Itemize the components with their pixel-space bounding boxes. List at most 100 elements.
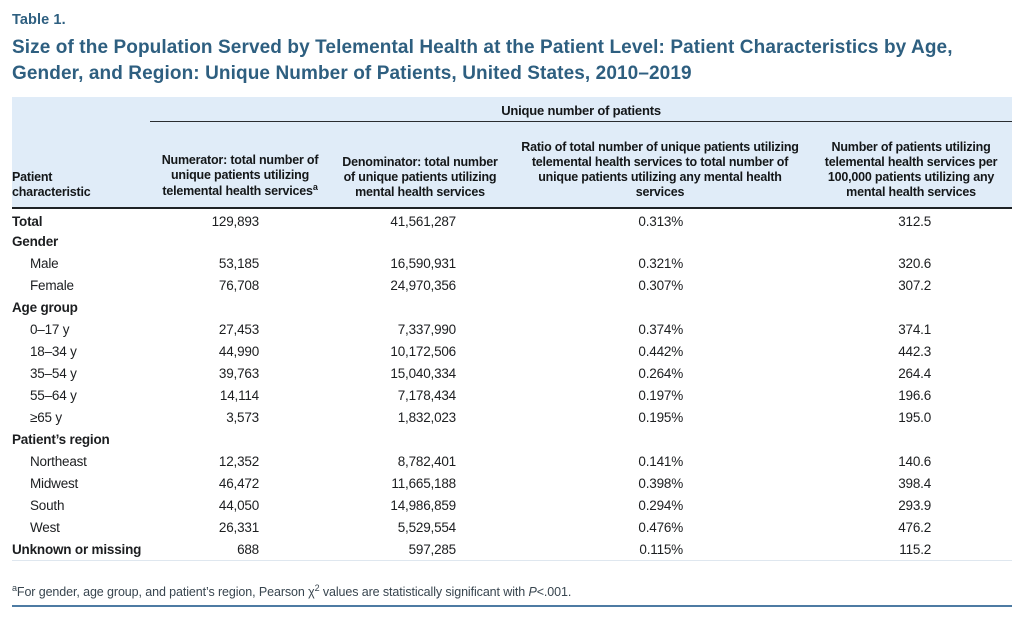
cell-ratio: 0.321% xyxy=(638,255,683,271)
cell-numerator: 44,050 xyxy=(218,497,259,513)
row-label: Gender xyxy=(12,233,59,249)
col-header-numerator: Numerator: total number of unique patien… xyxy=(150,121,330,210)
cell-ratio: 0.294% xyxy=(638,497,683,513)
cell-ratio xyxy=(510,428,810,450)
row-label: Patient’s region xyxy=(12,431,110,447)
cell-ratio: 0.115% xyxy=(639,541,683,557)
table-row: Northeast 12,352 8,782,401 0.141% 140.6 xyxy=(12,450,1012,472)
cell-denominator xyxy=(330,428,510,450)
table-row: Age group xyxy=(12,296,1012,318)
footnote: aFor gender, age group, and patient’s re… xyxy=(12,583,1012,607)
table-row: 0–17 y 27,453 7,337,990 0.374% 374.1 xyxy=(12,318,1012,340)
cell-per-100000: 398.4 xyxy=(898,475,932,491)
footnote-marker-a: a xyxy=(312,182,318,193)
cell-ratio: 0.264% xyxy=(638,365,683,381)
cell-per-100000: 293.9 xyxy=(898,497,932,513)
data-table: Unique number of patients Patient charac… xyxy=(12,97,1013,561)
cell-numerator xyxy=(150,428,330,450)
table-row: Unknown or missing 688 597,285 0.115% 11… xyxy=(12,538,1012,560)
cell-per-100000: 374.1 xyxy=(898,321,932,337)
row-label: Total xyxy=(12,214,43,230)
table-row: Male 53,185 16,590,931 0.321% 320.6 xyxy=(12,252,1012,274)
cell-numerator: 3,573 xyxy=(226,409,259,425)
p-value-symbol: P xyxy=(528,584,537,599)
table-row: Gender xyxy=(12,230,1012,252)
cell-denominator: 11,665,188 xyxy=(391,475,456,491)
cell-denominator: 15,040,334 xyxy=(390,365,456,381)
cell-numerator: 53,185 xyxy=(218,255,259,271)
cell-denominator: 41,561,287 xyxy=(390,214,456,230)
row-label: Midwest xyxy=(30,475,79,491)
row-label: 0–17 y xyxy=(30,321,70,337)
row-label: Northeast xyxy=(30,453,87,469)
cell-per-100000: 196.6 xyxy=(898,387,932,403)
row-label: 35–54 y xyxy=(30,365,77,381)
cell-ratio: 0.476% xyxy=(638,519,683,535)
cell-ratio: 0.374% xyxy=(638,321,683,337)
cell-per-100000: 476.2 xyxy=(898,519,932,535)
cell-ratio: 0.313% xyxy=(638,214,683,230)
cell-numerator: 14,114 xyxy=(219,387,259,403)
cell-numerator: 129,893 xyxy=(211,214,260,230)
cell-denominator: 10,172,506 xyxy=(390,343,456,359)
cell-denominator: 7,178,434 xyxy=(397,387,456,403)
cell-per-100000 xyxy=(810,428,1012,450)
cell-numerator: 26,331 xyxy=(218,519,259,535)
cell-ratio xyxy=(510,296,810,318)
cell-per-100000: 115.2 xyxy=(899,541,932,557)
cell-ratio: 0.197% xyxy=(638,387,683,403)
cell-per-100000: 264.4 xyxy=(898,365,932,381)
cell-per-100000 xyxy=(810,230,1012,252)
spanner-empty-cell xyxy=(12,97,150,122)
column-header-row: Patient characteristic Numerator: total … xyxy=(12,121,1013,210)
spanner-row: Unique number of patients xyxy=(12,97,1013,122)
cell-denominator: 1,832,023 xyxy=(397,409,456,425)
cell-denominator xyxy=(330,296,510,318)
table-row: 18–34 y 44,990 10,172,506 0.442% 442.3 xyxy=(12,340,1012,362)
cell-per-100000: 312.5 xyxy=(898,214,932,230)
cell-per-100000: 320.6 xyxy=(898,255,932,271)
row-label: South xyxy=(30,497,65,513)
table-number-label: Table 1. xyxy=(12,12,66,28)
row-label: ≥65 y xyxy=(30,409,62,425)
row-label: 18–34 y xyxy=(30,343,77,359)
cell-ratio: 0.195% xyxy=(638,409,683,425)
row-label: Female xyxy=(30,277,74,293)
cell-ratio: 0.398% xyxy=(638,475,683,491)
cell-numerator xyxy=(150,296,330,318)
chi-squared-exponent: 2 xyxy=(314,582,320,593)
table-row: South 44,050 14,986,859 0.294% 293.9 xyxy=(12,494,1012,516)
cell-per-100000: 140.6 xyxy=(898,453,932,469)
table-row: 55–64 y 14,114 7,178,434 0.197% 196.6 xyxy=(12,384,1012,406)
table-row: Midwest 46,472 11,665,188 0.398% 398.4 xyxy=(12,472,1012,494)
table-title: Size of the Population Served by Telemen… xyxy=(12,37,953,84)
table-row: Patient’s region xyxy=(12,428,1012,450)
page: Table 1. Size of the Population Served b… xyxy=(12,12,1013,607)
cell-numerator: 44,990 xyxy=(218,343,259,359)
table-row: 35–54 y 39,763 15,040,334 0.264% 264.4 xyxy=(12,362,1012,384)
row-label: West xyxy=(30,519,60,535)
cell-denominator: 7,337,990 xyxy=(397,321,456,337)
footnote-superscript-a: a xyxy=(12,582,17,593)
col-header-ratio: Ratio of total number of unique patients… xyxy=(510,121,810,210)
table-header: Unique number of patients Patient charac… xyxy=(12,97,1013,210)
table-row: Female 76,708 24,970,356 0.307% 307.2 xyxy=(12,274,1012,296)
cell-per-100000: 442.3 xyxy=(898,343,932,359)
row-label: Unknown or missing xyxy=(12,541,142,557)
spanner-heading: Unique number of patients xyxy=(150,97,1013,122)
col-header-patient-characteristic: Patient characteristic xyxy=(12,121,150,210)
cell-numerator: 27,453 xyxy=(218,321,259,337)
cell-ratio: 0.307% xyxy=(638,277,683,293)
col-header-per-100000: Number of patients utilizing telemental … xyxy=(810,121,1013,210)
cell-numerator xyxy=(150,230,330,252)
row-label: 55–64 y xyxy=(30,387,77,403)
row-label: Age group xyxy=(12,299,78,315)
cell-denominator: 16,590,931 xyxy=(390,255,456,271)
cell-ratio: 0.442% xyxy=(638,343,683,359)
cell-numerator: 46,472 xyxy=(218,475,259,491)
table-row: ≥65 y 3,573 1,832,023 0.195% 195.0 xyxy=(12,406,1012,428)
table-row: West 26,331 5,529,554 0.476% 476.2 xyxy=(12,516,1012,538)
col-header-denominator: Denominator: total number of unique pati… xyxy=(330,121,510,210)
cell-denominator: 597,285 xyxy=(408,541,457,557)
cell-denominator: 5,529,554 xyxy=(397,519,456,535)
